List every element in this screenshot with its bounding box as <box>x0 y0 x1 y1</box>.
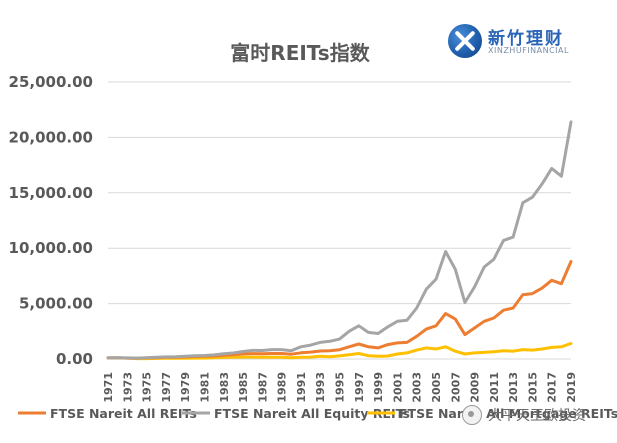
series-line-ftse-nareit-all-equity-reits <box>106 120 573 360</box>
legend-label: FTSE Nareit All Mortgage REITs <box>399 406 617 421</box>
chart-title: 富时REITs指数 <box>230 41 370 65</box>
y-tick-label: 25,000.00 <box>9 73 93 91</box>
x-tick-label: 1991 <box>295 372 308 403</box>
x-tick-label: 2007 <box>449 372 462 403</box>
x-tick-label: 2005 <box>430 372 443 403</box>
y-tick-label: 0.00 <box>56 350 93 368</box>
x-tick-label: 1997 <box>353 372 366 403</box>
gridlines <box>108 81 571 360</box>
logo-name-cn: 新竹理财 <box>488 29 564 49</box>
legend: FTSE Nareit All REITs FTSE Nareit All Equ… <box>18 406 617 421</box>
watermark: 大平天王欧投资 <box>462 404 612 426</box>
x-tick-label: 2003 <box>411 372 424 403</box>
x-axis-tick-labels: 1971 1973 1975 1977 1979 1981 1983 1985 1987 1989… <box>102 372 578 403</box>
x-tick-label: 1979 <box>179 372 192 403</box>
watermark-text: 大平天王欧投资 <box>488 408 586 424</box>
x-tick-label: 2019 <box>565 372 578 403</box>
y-tick-label: 15,000.00 <box>9 184 93 202</box>
x-tick-label: 1977 <box>160 372 173 403</box>
y-axis-tick-labels: 0.00 5,000.00 10,000.00 15,000.00 20,000.00 2… <box>9 73 93 368</box>
x-tick-label: 2015 <box>526 372 539 403</box>
legend-label: FTSE Nareit All REITs <box>50 406 197 421</box>
x-tick-label: 1993 <box>314 372 327 403</box>
series-line-ftse-nareit-all-reits <box>106 260 573 360</box>
x-tick-label: 1999 <box>372 372 385 403</box>
x-tick-label: 1985 <box>237 372 250 403</box>
wechat-account-icon <box>462 405 482 425</box>
logo-mark-icon <box>448 24 482 58</box>
x-tick-label: 1981 <box>198 372 211 403</box>
x-tick-label: 2017 <box>546 372 559 403</box>
brand-logo: 新竹理财 XINZHUFINANCIAL <box>448 24 573 60</box>
x-tick-label: 1973 <box>121 372 134 403</box>
x-tick-label: 1995 <box>334 372 347 403</box>
x-tick-label: 2001 <box>391 372 404 403</box>
x-tick-label: 2013 <box>507 372 520 403</box>
series-lines <box>106 120 573 361</box>
y-tick-label: 10,000.00 <box>9 239 93 257</box>
x-tick-label: 1987 <box>256 372 269 403</box>
x-tick-label: 1975 <box>141 372 154 403</box>
logo-name-en: XINZHUFINANCIAL <box>488 46 569 55</box>
legend-label: FTSE Nareit All Equity REITs <box>214 406 410 421</box>
y-tick-label: 20,000.00 <box>9 128 93 146</box>
y-tick-label: 5,000.00 <box>19 295 93 313</box>
x-tick-label: 1971 <box>102 372 115 403</box>
x-tick-label: 1989 <box>276 372 289 403</box>
x-tick-label: 2009 <box>469 372 482 403</box>
x-tick-label: 1983 <box>218 372 231 403</box>
x-tick-label: 2011 <box>488 372 501 403</box>
